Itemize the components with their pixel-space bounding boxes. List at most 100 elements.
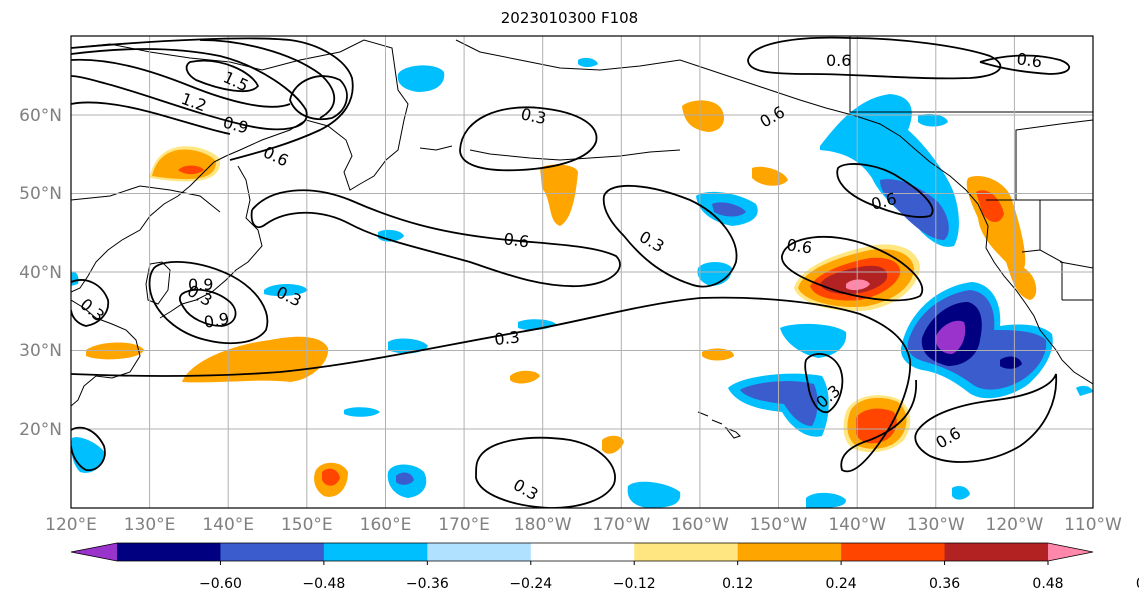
- anomaly-patch: [178, 165, 204, 175]
- anomaly-patch: [1000, 356, 1022, 369]
- contour-line: [475, 436, 616, 508]
- contour-line: [71, 101, 231, 135]
- anomaly-patch: [397, 65, 445, 92]
- gridlines: [71, 36, 1093, 508]
- colorbar-tick-label: 0.48: [1032, 576, 1063, 592]
- colorbar-tick-label: 0.60: [1136, 576, 1139, 592]
- colorbar-box: [323, 543, 428, 561]
- colorbar-tick-label: 0.36: [929, 576, 960, 592]
- colorbar-box: [117, 543, 221, 561]
- lon-tick-label: 170°W: [592, 515, 650, 535]
- contour-line: [747, 36, 1002, 80]
- lon-tick-label: 120°W: [986, 515, 1044, 535]
- anomaly-patch: [935, 320, 966, 354]
- anomaly-patch: [71, 437, 106, 473]
- contour-label: 0.9: [188, 275, 213, 294]
- anomaly-shading: [71, 57, 1093, 508]
- contour-line: [71, 39, 336, 119]
- coastline-japan: [159, 165, 263, 319]
- contour-line: [71, 48, 308, 131]
- colorbar-outline: [70, 542, 1094, 562]
- anomaly-patch: [880, 179, 949, 240]
- colorbar-tick-label: −0.12: [613, 576, 656, 592]
- colorbar-tick-label: −0.24: [509, 576, 552, 592]
- anomaly-patch: [820, 265, 888, 294]
- contour-line: [914, 373, 1058, 463]
- anomaly-patch: [806, 492, 846, 508]
- contour-line: [602, 184, 738, 288]
- lon-axis: 120°E 130°E 140°E 150°E 160°E 170°E 180°…: [45, 515, 1122, 535]
- lon-tick-label: 150°W: [750, 515, 808, 535]
- anomaly-patch: [71, 271, 79, 286]
- lon-tick-label: 170°E: [438, 515, 490, 535]
- lon-tick-label: 140°E: [202, 515, 254, 535]
- coastlines: [71, 36, 1093, 439]
- contour-label: 0.3: [519, 104, 548, 128]
- anomaly-patch: [918, 114, 948, 127]
- contour-line: [804, 353, 844, 413]
- contour-line: [71, 296, 917, 473]
- lon-tick-label: 120°E: [45, 515, 97, 535]
- contour-label: 0.3: [493, 327, 520, 349]
- colorbar-box: [427, 543, 532, 561]
- anomaly-patch: [578, 57, 598, 67]
- lon-tick-label: 180°W: [514, 515, 572, 535]
- anomaly-patch: [540, 164, 578, 226]
- contour-line: [979, 54, 1071, 75]
- anomaly-patch: [396, 472, 414, 485]
- anomaly-patch: [322, 468, 340, 486]
- anomaly-patch: [682, 100, 725, 132]
- anomaly-patch: [264, 284, 308, 297]
- colorbar-box: [634, 543, 739, 561]
- contour-line: [250, 189, 621, 288]
- coastline-aleutians: [419, 145, 681, 161]
- contour-line: [185, 59, 260, 93]
- contour-line: [71, 37, 354, 161]
- contour-line: [71, 426, 106, 472]
- contour-line: [178, 288, 237, 327]
- anomaly-patch: [702, 348, 734, 361]
- border-mongolia: [71, 185, 221, 213]
- contour-label: 0.6: [1015, 49, 1043, 71]
- colorbar-tick-label: −0.60: [199, 576, 242, 592]
- contour-label: 0.6: [826, 51, 851, 70]
- lat-axis: 20°N 30°N 40°N 50°N 60°N: [19, 106, 62, 440]
- anomaly-patch: [846, 279, 870, 291]
- border-states: [1021, 200, 1093, 301]
- lon-tick-label: 130°E: [124, 515, 176, 535]
- contour-lines: [71, 36, 1071, 508]
- anomaly-patch: [952, 486, 970, 500]
- contour-line: [781, 235, 923, 302]
- border-alaska: [849, 36, 1093, 113]
- colorbar: −0.60 −0.48 −0.36 −0.24 −0.12 0.12 0.24 0.36 0.4…: [70, 542, 1139, 592]
- colorbar-tick-label: −0.48: [302, 576, 345, 592]
- lat-tick-label: 30°N: [19, 341, 62, 361]
- colorbar-tick-label: 0.12: [722, 576, 753, 592]
- colorbar-box: [530, 543, 635, 561]
- colorbar-extend-low: [71, 543, 117, 561]
- contour-line: [459, 106, 598, 172]
- anomaly-patch: [627, 481, 681, 508]
- contour-line: [71, 279, 110, 327]
- plot-title: 2023010300 F108: [500, 9, 639, 27]
- contour-label: 0.6: [785, 235, 813, 257]
- coastline-china: [71, 299, 141, 407]
- anomaly-patch: [602, 435, 624, 454]
- anomaly-patch: [740, 381, 818, 426]
- contour-line: [289, 75, 348, 121]
- contour-label: 0.9: [202, 309, 230, 332]
- colorbar-box: [737, 543, 842, 561]
- colorbar-box: [841, 543, 946, 561]
- contour-label: 0.6: [502, 229, 530, 251]
- lat-tick-label: 60°N: [19, 106, 62, 126]
- anomaly-patch: [510, 370, 540, 384]
- contour-line: [836, 163, 934, 218]
- contour-line: [148, 260, 269, 345]
- colorbar-box: [220, 543, 325, 561]
- anomaly-patch: [976, 190, 1004, 223]
- lon-tick-label: 150°E: [281, 515, 333, 535]
- anomaly-patch: [780, 323, 847, 358]
- lat-tick-label: 40°N: [19, 263, 62, 283]
